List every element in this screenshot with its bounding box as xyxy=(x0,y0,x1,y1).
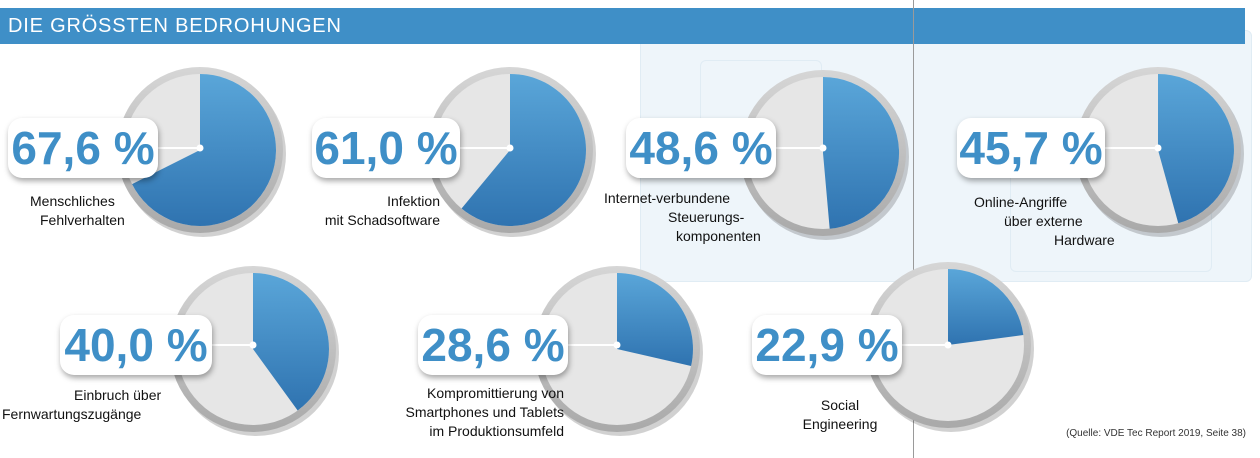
category-label-line: Engineering xyxy=(802,416,878,432)
pie-slice xyxy=(461,74,587,226)
category-label-line: im Produktionsumfeld xyxy=(429,423,564,439)
connector-dot xyxy=(249,341,257,349)
page-title: DIE GRÖSSTEN BEDROHUNGEN xyxy=(8,15,342,37)
category-label-line: Social xyxy=(820,397,860,413)
pie-chart xyxy=(1075,67,1244,237)
connector-dot xyxy=(506,144,514,152)
connector-dot xyxy=(196,144,204,152)
pie-slice xyxy=(948,269,1024,345)
category-label-line: Internet-verbundene xyxy=(604,190,731,206)
category-label-line: Fernwartungszugänge xyxy=(2,406,142,422)
category-label-line: Kompromittierung von xyxy=(427,385,564,401)
percentage-label: 40,0 % xyxy=(60,315,212,375)
source-note: (Quelle: VDE Tec Report 2019, Seite 38) xyxy=(1066,428,1246,439)
percentage-label: 67,6 % xyxy=(8,118,158,178)
category-label-line: komponenten xyxy=(676,228,761,244)
category-label: Einbruch über Fernwartungszugänge xyxy=(2,386,162,424)
pie-chart xyxy=(865,262,1034,432)
category-label-line: Einbruch über xyxy=(74,387,162,403)
category-label-line: Menschliches xyxy=(30,193,115,209)
pie-chart xyxy=(740,70,909,240)
percentage-label: 28,6 % xyxy=(418,315,568,375)
percentage-label: 22,9 % xyxy=(752,315,902,375)
category-label: Infektion mit Schadsoftware xyxy=(290,192,440,230)
connector-dot xyxy=(819,144,827,152)
category-label-line: Steuerungs- xyxy=(668,209,745,225)
pie-slice xyxy=(1158,74,1234,224)
connector-dot xyxy=(1154,144,1162,152)
percentage-label: 61,0 % xyxy=(312,118,460,178)
connector-dot xyxy=(944,341,952,349)
pie-slice xyxy=(253,273,330,411)
percentage-label: 48,6 % xyxy=(626,118,776,178)
pie-chart xyxy=(427,67,596,237)
percentage-label: 45,7 % xyxy=(957,118,1105,178)
category-label-line: mit Schadsoftware xyxy=(324,212,440,228)
pie-chart xyxy=(117,67,286,237)
category-label-line: Infektion xyxy=(387,193,440,209)
category-label-line: über externe xyxy=(1004,213,1083,229)
pie-chart xyxy=(534,266,703,436)
connector-dot xyxy=(613,341,621,349)
category-label-line: Fehlverhalten xyxy=(40,212,125,228)
header-bar: DIE GRÖSSTEN BEDROHUNGEN xyxy=(0,8,1245,44)
pie-slice xyxy=(823,76,900,229)
pie-slice xyxy=(617,273,693,367)
category-label: Internet-verbundene Steuerungs-komponente… xyxy=(604,189,774,246)
category-label: Online-Angriffe über externe Hardware xyxy=(968,193,1128,250)
pie-chart xyxy=(170,266,339,436)
category-label-line: Online-Angriffe xyxy=(974,194,1068,210)
category-label: Kompromittierung von Smartphones und Tabl… xyxy=(384,384,564,441)
pie-slice xyxy=(132,74,277,226)
divider xyxy=(913,0,914,458)
category-label-line: Hardware xyxy=(1054,232,1115,248)
category-label: Menschliches Fehlverhalten xyxy=(30,192,125,230)
category-label: Social Engineering xyxy=(790,396,890,434)
category-label-line: Smartphones und Tablets xyxy=(405,404,564,420)
